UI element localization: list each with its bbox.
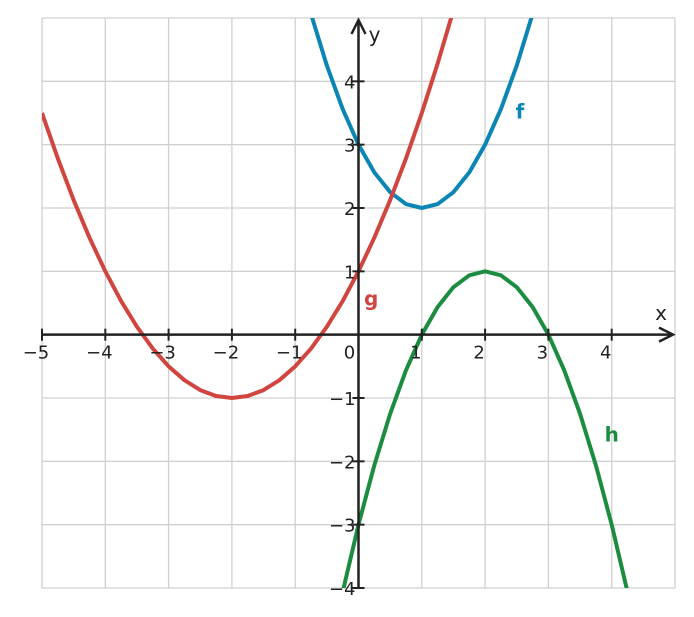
x-tick-label: −3 xyxy=(149,343,176,364)
y-tick-label: −1 xyxy=(329,389,356,410)
x-tick-label: −1 xyxy=(276,343,303,364)
y-arrow xyxy=(350,17,367,35)
x-arrow xyxy=(658,326,676,343)
curve xyxy=(42,18,454,400)
y-axis-label: y xyxy=(369,23,381,47)
x-axis-label: x xyxy=(655,301,667,325)
y-tick-label: 2 xyxy=(344,199,355,220)
x-tick-label: 2 xyxy=(473,343,484,364)
y-tick-label: −2 xyxy=(329,452,356,473)
y-tick-label: 3 xyxy=(344,136,355,157)
x-tick-label: 4 xyxy=(600,343,611,364)
x-tick-label: 1 xyxy=(410,343,421,364)
x-tick-label: 3 xyxy=(537,343,548,364)
curve-label: g xyxy=(364,286,378,310)
curve-label: f xyxy=(516,100,525,124)
x-tick-label: −5 xyxy=(23,343,50,364)
curve xyxy=(341,269,629,588)
y-tick-label: 4 xyxy=(344,72,355,93)
x-tick-label: −2 xyxy=(213,343,240,364)
y-tick-label: −4 xyxy=(329,579,356,600)
x-tick-label: 0 xyxy=(344,343,355,364)
curve-label: h xyxy=(605,423,619,447)
y-tick-label: −3 xyxy=(329,516,356,537)
x-tick-label: −4 xyxy=(86,343,113,364)
y-tick-label: 1 xyxy=(344,262,355,283)
curve xyxy=(310,18,534,210)
